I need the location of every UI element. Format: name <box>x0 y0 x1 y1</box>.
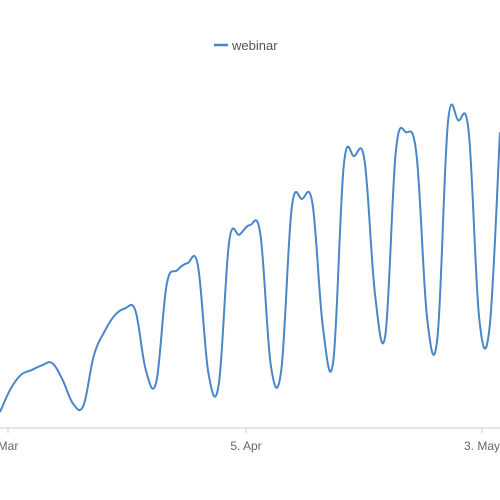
legend-label-webinar: webinar <box>231 38 278 53</box>
series-line-webinar[interactable] <box>0 103 500 413</box>
plot-area <box>0 103 500 413</box>
x-tick-label-1: 5. Apr <box>230 439 261 453</box>
x-tick-label-2: 3. May <box>464 439 500 453</box>
legend[interactable]: webinar <box>214 38 278 53</box>
x-axis-ticks: Mar 5. Apr 3. May <box>0 428 500 453</box>
x-tick-label-0: Mar <box>0 439 18 453</box>
